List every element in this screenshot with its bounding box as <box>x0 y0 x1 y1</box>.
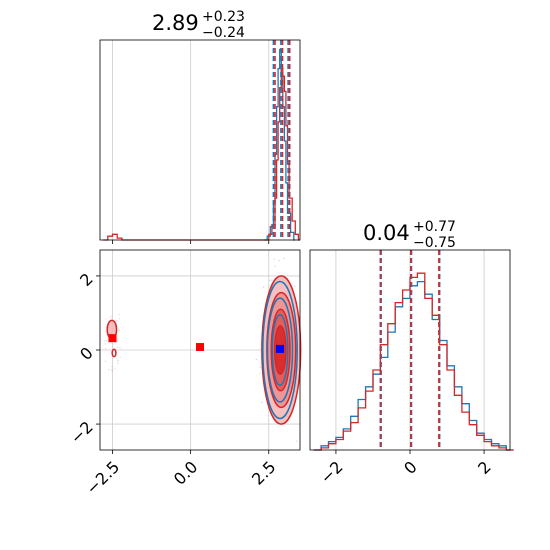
joint-sample-point <box>274 265 276 267</box>
joint-sample-point <box>111 369 114 371</box>
right-histogram-series-1 <box>313 280 514 451</box>
joint-sample-point <box>283 257 285 260</box>
joint-sample-point <box>103 340 106 342</box>
joint-sample-point <box>262 286 265 288</box>
joint-sample-point <box>117 360 119 362</box>
right-panel-title-sub: −0.75 <box>413 235 456 251</box>
top-panel-title-sub: −0.24 <box>202 25 245 41</box>
joint-sample-point <box>118 329 121 332</box>
joint-sample-point <box>117 362 119 364</box>
joint-y-tick-label: 2 <box>76 269 97 290</box>
right-panel-title: 0.04 <box>363 221 410 245</box>
joint-contour-7 <box>271 314 289 386</box>
joint-sample-point <box>261 401 263 404</box>
joint-sample-point <box>115 320 117 322</box>
joint-sample-point <box>273 258 275 260</box>
top-panel-title: 2.89 <box>152 11 199 35</box>
joint-y-tick-label: 0 <box>76 343 97 364</box>
joint-sample-point <box>294 285 296 288</box>
joint-contour-6 <box>266 297 294 403</box>
joint-sample-point <box>111 370 114 373</box>
joint-x-tick-label: 2.5 <box>248 457 279 488</box>
joint-sample-point <box>259 366 262 369</box>
joint-sample-point <box>104 348 107 350</box>
joint-sample-point <box>110 315 112 318</box>
joint-x-tick-label: −2.5 <box>82 457 123 498</box>
joint-marker-3 <box>196 343 204 352</box>
joint-sample-point <box>117 339 119 341</box>
joint-x-tick-label: 0.0 <box>170 457 201 488</box>
joint-contour-5 <box>262 280 298 420</box>
joint-sample-point <box>116 346 119 348</box>
joint-sample-point <box>118 313 121 316</box>
joint-sample-point <box>117 328 120 330</box>
joint-sample-point <box>119 347 121 349</box>
joint-sample-point <box>105 339 107 342</box>
joint-sample-point <box>104 360 107 363</box>
right-x-tick-label: 0 <box>400 457 421 478</box>
joint-sample-point <box>119 356 121 359</box>
joint-sample-point <box>104 343 107 345</box>
joint-sample-point <box>296 440 298 442</box>
top-panel-frame <box>99 39 301 241</box>
joint-sample-point <box>278 259 280 262</box>
top-panel-title-sup: +0.23 <box>202 9 245 25</box>
right-panel-title-sup: +0.77 <box>413 219 456 235</box>
joint-sample-point <box>259 372 261 375</box>
top-histogram-series-2 <box>103 67 300 241</box>
joint-marker-1 <box>276 344 284 353</box>
joint-contour-9 <box>111 348 117 358</box>
joint-sample-point <box>255 358 258 361</box>
joint-sample-point <box>111 365 113 367</box>
right-x-tick-label: 2 <box>474 457 495 478</box>
joint-marker-2 <box>108 334 117 343</box>
joint-sample-point <box>118 317 121 320</box>
right-x-tick-label: −2 <box>317 457 347 487</box>
joint-sample-point <box>104 318 107 320</box>
joint-sample-point <box>114 367 116 369</box>
right-panel-frame <box>309 249 511 451</box>
joint-sample-point <box>269 279 271 282</box>
joint-sample-point <box>271 279 273 281</box>
joint-y-tick-label: −2 <box>67 417 97 447</box>
right-histogram-series-2 <box>313 272 514 451</box>
joint-panel-frame <box>99 249 301 451</box>
joint-sample-point <box>109 317 112 320</box>
joint-sample-point <box>108 369 110 371</box>
